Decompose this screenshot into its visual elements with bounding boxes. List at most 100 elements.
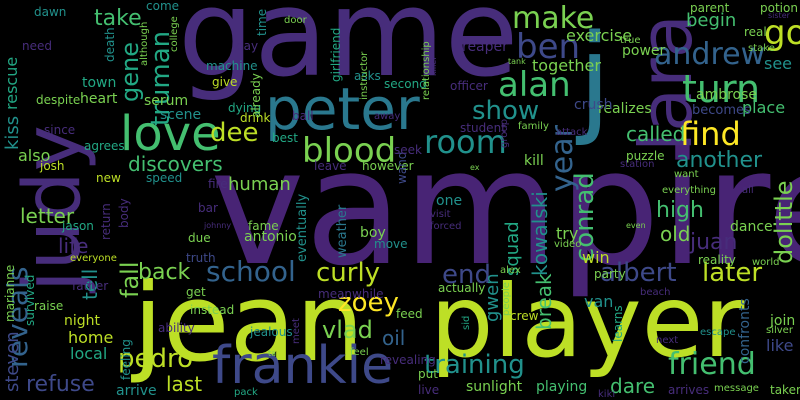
word-give: give (212, 75, 238, 89)
word-agrees: agrees (84, 139, 125, 153)
word-j: j (578, 10, 612, 149)
word-begin: begin (686, 10, 737, 31)
word-eventually: eventually (295, 193, 310, 262)
word-even: even (626, 221, 646, 230)
word-asks: asks (354, 69, 381, 83)
word-try: try (556, 224, 579, 243)
word-real: real (744, 25, 767, 39)
word-scene: scene (160, 107, 202, 123)
word-escape: escape (700, 327, 736, 338)
word-meanwhile: meanwhile (318, 287, 384, 301)
word-family: family (518, 121, 549, 132)
word-visit: visit (430, 209, 451, 220)
word-video: video (554, 239, 582, 250)
word-refuse: refuse (26, 372, 95, 397)
word-end: end (442, 260, 491, 290)
word-see: see (764, 54, 793, 73)
word-party: party (594, 267, 626, 281)
word-survived: survived (23, 274, 37, 326)
word-door: door (284, 15, 307, 26)
word-ta: ta (268, 349, 277, 358)
word-pack: pack (234, 387, 258, 398)
word-meet: meet (291, 318, 302, 344)
word-exercise: exercise (566, 26, 633, 45)
word-dolittle: dolittle (770, 180, 798, 264)
word-officer: officer (450, 79, 488, 93)
word-take: take (94, 6, 142, 31)
word-alex: alex (500, 265, 521, 276)
word-night: night (64, 313, 101, 329)
word-day: day (236, 39, 259, 53)
word-make: make (512, 1, 595, 36)
word-reality: reality (698, 253, 736, 267)
word-tank: tank (508, 57, 526, 66)
word-jealous: jealous (250, 325, 293, 339)
word-everything: everything (662, 185, 716, 196)
word-steven: steven (2, 331, 23, 392)
word-want: want (674, 169, 699, 180)
word-kill: kill (524, 153, 544, 169)
word-rescue: rescue (2, 56, 21, 110)
word-revealing: revealing (380, 353, 436, 367)
word-kowalski: kowalski (528, 191, 552, 276)
word-join: join (770, 313, 796, 329)
word-serum: serum (144, 93, 189, 109)
word-speed: speed (146, 171, 183, 185)
word-come: come (146, 0, 180, 13)
word-college: college (169, 16, 180, 52)
word-everyone: everyone (70, 253, 117, 264)
word-ex: ex (470, 163, 480, 172)
word-albert: albert (600, 258, 677, 288)
word-life: life (58, 234, 89, 258)
word-show: show (472, 96, 540, 126)
word-crew: crew (510, 309, 539, 323)
word-silver: silver (766, 325, 793, 336)
word-peter: peter (265, 75, 420, 143)
word-later: later (702, 258, 763, 288)
word-station: station (620, 159, 655, 170)
word-world: world (752, 257, 780, 268)
word-old: old (660, 222, 691, 246)
word-game: game (178, 0, 519, 104)
word-gwen: gwen (482, 273, 503, 322)
word-one: one (436, 193, 463, 209)
word-message: message (714, 383, 759, 394)
word-potion: potion (760, 1, 798, 15)
word-blood: blood (302, 131, 397, 171)
word-discovers: discovers (128, 152, 223, 176)
word-local: local (70, 344, 108, 363)
word-training: training (424, 350, 525, 380)
word-back: back (138, 260, 191, 285)
word-girlfriend: girlfriend (329, 27, 343, 82)
word-need: need (22, 39, 52, 53)
word-bar: bar (198, 201, 218, 215)
word-vlad: vlad (322, 316, 373, 344)
word-jason: jason (62, 219, 94, 233)
word-all: all (742, 185, 754, 196)
word-true: true (620, 35, 641, 46)
word-second: second (384, 77, 427, 91)
word-letter: letter (20, 204, 75, 228)
word-live: live (418, 383, 440, 397)
word-curly: curly (316, 258, 381, 288)
word-return: return (99, 203, 113, 240)
word-vampire: vampire (210, 114, 800, 301)
word-johnny: johnny (204, 221, 232, 230)
word-beach: beach (640, 287, 671, 298)
word-town: town (82, 75, 117, 91)
word-alan: alan (498, 65, 571, 105)
word-jean: jean (133, 261, 365, 386)
word-juan: juan (690, 230, 738, 255)
word-feel: feel (350, 347, 369, 358)
word-marianne: marianne (3, 264, 17, 322)
word-friend: friend (668, 347, 756, 382)
word-best: best (272, 131, 298, 145)
word-forced: forced (430, 221, 462, 232)
word-weather: weather (335, 204, 350, 258)
word-room: room (424, 123, 507, 161)
word-find: find (680, 115, 741, 153)
word-kiki: kiki (598, 389, 616, 400)
word-puzzle: puzzle (626, 149, 665, 163)
word-stake: stake (748, 43, 775, 54)
word-put: put (418, 367, 438, 381)
